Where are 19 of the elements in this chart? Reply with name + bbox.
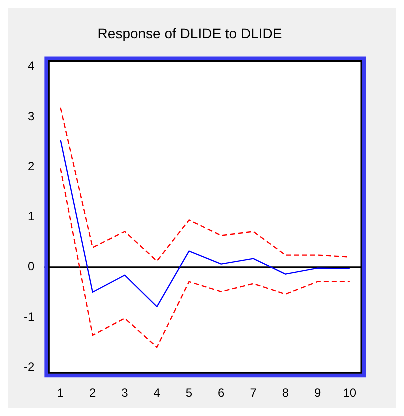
x-tick-label: 4 bbox=[154, 386, 161, 400]
x-tick-label: 1 bbox=[57, 386, 64, 400]
y-tick-label: 3 bbox=[28, 109, 35, 124]
x-tick-label: 2 bbox=[90, 386, 97, 400]
y-tick-label: 1 bbox=[28, 210, 35, 224]
y-tick-label: 2 bbox=[28, 159, 35, 174]
y-tick-label: -1 bbox=[24, 310, 35, 324]
y-tick-label: -2 bbox=[24, 360, 35, 374]
x-tick-label: 8 bbox=[282, 386, 290, 400]
x-tick-label: 5 bbox=[186, 386, 193, 400]
x-tick-label: 3 bbox=[122, 386, 129, 400]
y-tick-label: 0 bbox=[28, 260, 35, 274]
chart-title: Response of DLIDE to DLIDE bbox=[98, 25, 282, 42]
y-tick-label: 4 bbox=[28, 59, 35, 74]
x-tick-label: 7 bbox=[250, 386, 258, 400]
x-tick-label: 10 bbox=[343, 386, 357, 400]
x-tick-label: 9 bbox=[314, 386, 322, 400]
x-tick-label: 6 bbox=[218, 386, 226, 400]
line-series bbox=[60, 168, 351, 348]
